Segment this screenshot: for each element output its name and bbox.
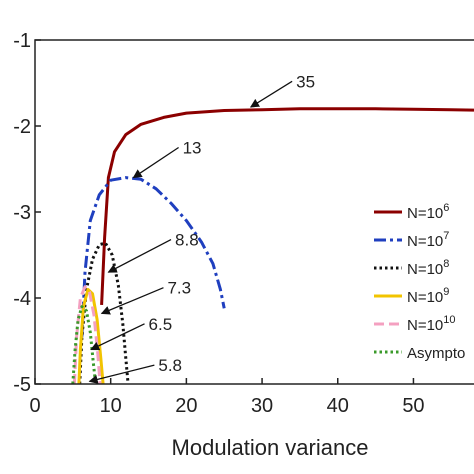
legend-entry-exponent: 7	[443, 230, 449, 242]
y-tick-label: -1	[13, 30, 31, 52]
legend-entry-exponent: 10	[443, 314, 455, 326]
annotation-arrow	[88, 364, 155, 384]
y-tick-label: -2	[13, 116, 31, 138]
annotation-label: 8.8	[175, 231, 199, 250]
legend-entry-exponent: 9	[443, 286, 449, 298]
legend-entry: N=108	[407, 258, 449, 278]
legend-entry-base: N=10	[407, 317, 443, 334]
series-layer	[71, 107, 474, 385]
annotation-label: 35	[296, 72, 315, 91]
series-line-0	[100, 107, 474, 305]
y-tick-labels: -1 -2 -3 -4 -5	[13, 30, 31, 396]
annotation-label: 13	[183, 139, 202, 158]
x-tick-label: 0	[29, 395, 40, 417]
x-tick-label: 10	[100, 395, 122, 417]
legend-entry: N=106	[407, 202, 449, 222]
legend-entry: N=107	[407, 230, 449, 250]
legend-entry-base: N=10	[407, 261, 443, 278]
legend-entry-exponent: 8	[443, 258, 449, 270]
series-line-5	[71, 305, 98, 385]
legend-entry-exponent: 6	[443, 202, 449, 214]
plot-frame	[34, 39, 474, 385]
annotation-label: 5.8	[158, 356, 182, 375]
legend-entry: N=1010	[407, 314, 456, 334]
annotation-arrow	[249, 80, 293, 108]
legend-entry-base: N=10	[407, 233, 443, 250]
annotation-label: 6.5	[149, 315, 173, 334]
x-axis-title: Modulation variance	[172, 435, 369, 460]
legend-entry-base: Asympto	[407, 345, 465, 362]
y-tick-label: -5	[13, 374, 31, 396]
x-tick-label: 30	[251, 395, 273, 417]
annotation-arrow	[107, 238, 172, 273]
x-tick-labels: 0 10 20 30 40 50	[29, 395, 424, 417]
series-line-4	[72, 285, 102, 385]
legend-entry-base: N=10	[407, 289, 443, 306]
annotation-layer: 35 13 8.8 7.3 6.5 5.8	[88, 72, 315, 384]
annotation-arrow	[100, 287, 164, 315]
x-tick-label: 20	[175, 395, 197, 417]
y-tick-label: -4	[13, 288, 31, 310]
x-tick-label: 50	[402, 395, 424, 417]
annotation-arrow	[132, 146, 179, 179]
legend-entry: Asympto	[407, 345, 465, 362]
legend-entry: N=109	[407, 286, 449, 306]
annotation-label: 7.3	[167, 279, 191, 298]
annotation-arrow	[90, 323, 145, 351]
legend-entry-base: N=10	[407, 205, 443, 222]
y-tick-label: -3	[13, 202, 31, 224]
series-line-1	[80, 176, 226, 337]
x-tick-label: 40	[327, 395, 349, 417]
